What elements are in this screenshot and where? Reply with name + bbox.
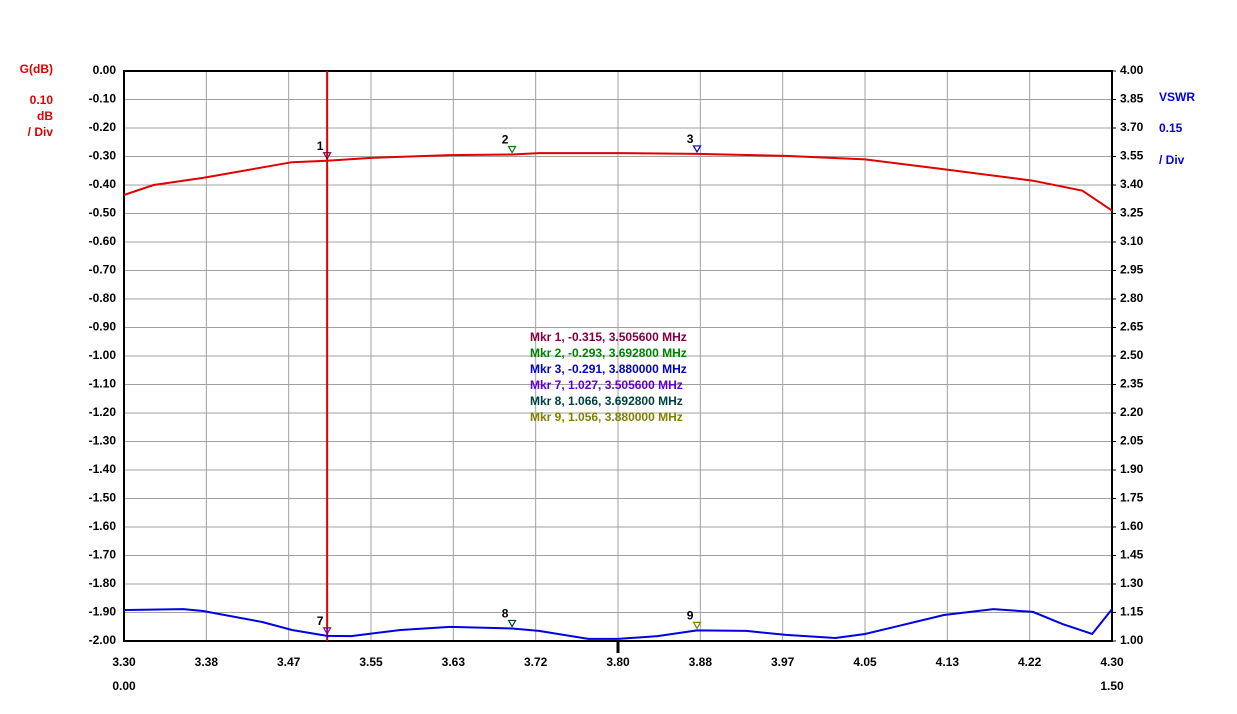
x-tick-label: 3.72 (524, 655, 548, 669)
y-tick-label: -1.30 (89, 434, 117, 448)
x-tick-label: 4.05 (853, 655, 877, 669)
x-tick-label: 3.30 (112, 655, 136, 669)
y-tick-label: -0.70 (89, 263, 117, 277)
x-tick-label: 4.22 (1018, 655, 1042, 669)
y2-tick-label: 3.10 (1120, 234, 1144, 248)
marker-number: 2 (502, 133, 509, 147)
y-tick-label: -0.10 (89, 92, 117, 106)
x-tick-label: 3.55 (359, 655, 383, 669)
marker (322, 152, 332, 160)
plot-frame (123, 70, 1113, 642)
y-scale-unit: dB (37, 109, 53, 123)
x-tick-label: 4.13 (936, 655, 960, 669)
x-tick-label: 3.63 (442, 655, 466, 669)
y-scale-div: / Div (28, 125, 54, 139)
y-tick-label: -0.40 (89, 177, 117, 191)
y2-tick-label: 3.40 (1120, 177, 1144, 191)
y2-tick-label: 3.85 (1120, 92, 1144, 106)
y-tick-label: -2.00 (89, 633, 117, 647)
x-sub-end: 1.50 (1100, 679, 1124, 693)
y-tick-label: -1.90 (89, 605, 117, 619)
y2-tick-label: 2.35 (1120, 377, 1144, 391)
y-scale-value: 0.10 (30, 93, 54, 107)
y-tick-label: -1.60 (89, 519, 117, 533)
y-tick-label: -0.20 (89, 120, 117, 134)
y2-tick-label: 1.60 (1120, 519, 1144, 533)
x-tick-label: 3.88 (689, 655, 713, 669)
marker-readout: Mkr 2, -0.293, 3.692800 MHz (530, 346, 687, 360)
marker-number: 1 (317, 139, 324, 153)
y-tick-label: -0.80 (89, 291, 117, 305)
marker-readout: Mkr 7, 1.027, 3.505600 MHz (530, 378, 683, 392)
marker-readout: Mkr 3, -0.291, 3.880000 MHz (530, 362, 687, 376)
y2-tick-label: 1.45 (1120, 548, 1144, 562)
y2-tick-label: 1.15 (1120, 605, 1144, 619)
y2-tick-label: 4.00 (1120, 63, 1144, 77)
y2-axis-label: VSWR (1159, 90, 1195, 104)
x-sub-start: 0.00 (112, 679, 136, 693)
y-axis-label: G(dB) (20, 62, 53, 76)
y2-scale-value: 0.15 (1159, 121, 1183, 135)
y-tick-label: -1.80 (89, 576, 117, 590)
x-tick-label: 3.38 (195, 655, 219, 669)
y-tick-label: -1.50 (89, 491, 117, 505)
y-tick-label: -1.20 (89, 405, 117, 419)
y2-tick-label: 3.25 (1120, 206, 1144, 220)
marker-number: 8 (502, 607, 509, 621)
y-tick-label: -1.40 (89, 462, 117, 476)
y2-tick-label: 1.30 (1120, 576, 1144, 590)
series-line (123, 152, 1113, 212)
marker-number: 3 (687, 132, 694, 146)
y2-tick-label: 2.95 (1120, 263, 1144, 277)
marker (692, 145, 702, 154)
marker-readout: Mkr 8, 1.066, 3.692800 MHz (530, 394, 683, 408)
y-tick-label: -1.10 (89, 377, 117, 391)
marker-readout: Mkr 1, -0.315, 3.505600 MHz (530, 330, 687, 344)
y-tick-label: -0.30 (89, 149, 117, 163)
marker (322, 627, 332, 636)
y2-tick-label: 2.05 (1120, 434, 1144, 448)
series-line (123, 608, 1113, 640)
x-tick-label: 3.97 (771, 655, 795, 669)
y2-scale-div: / Div (1159, 153, 1185, 167)
y-tick-label: -0.60 (89, 234, 117, 248)
x-tick-label: 4.30 (1100, 655, 1124, 669)
y2-tick-label: 2.50 (1120, 348, 1144, 362)
y-tick-label: 0.00 (93, 63, 117, 77)
y2-tick-label: 1.75 (1120, 491, 1144, 505)
y-tick-label: -1.00 (89, 348, 117, 362)
y2-tick-label: 1.90 (1120, 462, 1144, 476)
x-tick-label: 3.80 (606, 655, 630, 669)
y2-tick-label: 3.70 (1120, 120, 1144, 134)
marker (507, 145, 517, 154)
y-tick-label: -1.70 (89, 548, 117, 562)
marker (507, 619, 517, 628)
marker-readout: Mkr 9, 1.056, 3.880000 MHz (530, 410, 683, 424)
x-tick-label: 3.47 (277, 655, 301, 669)
marker-number: 9 (687, 609, 694, 623)
y2-tick-label: 3.55 (1120, 149, 1144, 163)
marker (692, 621, 702, 630)
y-tick-label: -0.90 (89, 320, 117, 334)
y2-tick-label: 2.65 (1120, 320, 1144, 334)
y2-tick-label: 2.20 (1120, 405, 1144, 419)
y2-tick-label: 2.80 (1120, 291, 1144, 305)
y-tick-label: -0.50 (89, 206, 117, 220)
marker-number: 7 (317, 614, 324, 628)
y2-tick-label: 1.00 (1120, 633, 1144, 647)
